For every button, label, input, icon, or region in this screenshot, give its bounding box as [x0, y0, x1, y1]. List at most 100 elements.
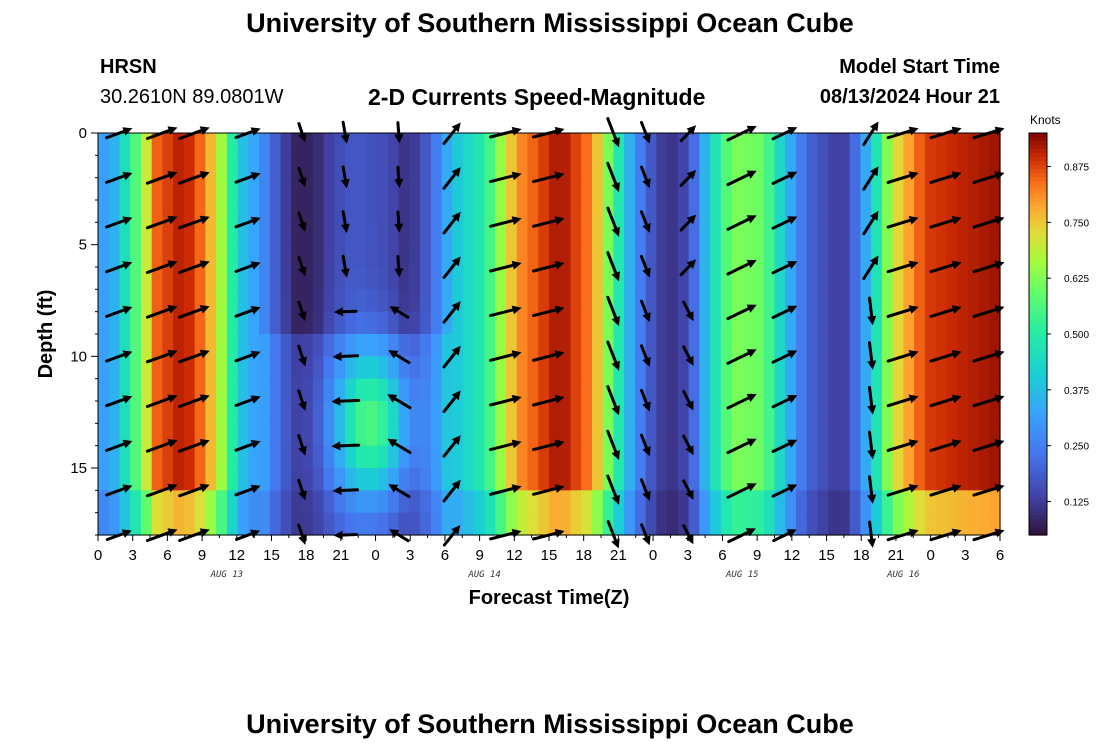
heatmap-cell — [269, 445, 282, 469]
heatmap-cell — [344, 155, 357, 179]
heatmap-cell — [538, 267, 550, 290]
heatmap-cell — [387, 401, 400, 424]
heatmap-cell — [140, 177, 153, 201]
heatmap-cell — [720, 244, 733, 268]
current-arrow — [178, 305, 210, 319]
heatmap-cell — [677, 401, 690, 424]
date-label: AUG 14 — [467, 570, 501, 580]
heatmap-cell — [763, 490, 776, 514]
heatmap-cell — [441, 334, 453, 357]
heatmap-cell — [914, 177, 926, 201]
heatmap-cell — [398, 155, 411, 179]
heatmap-cell — [463, 222, 475, 246]
heatmap-cell — [817, 244, 829, 268]
heatmap-cell — [506, 177, 518, 201]
heatmap-cell — [860, 222, 872, 246]
heatmap-cell — [828, 267, 840, 290]
heatmap-cell — [806, 334, 819, 357]
heatmap-cell — [355, 177, 368, 201]
heatmap-cell — [151, 401, 164, 424]
colorbar-step — [1029, 350, 1047, 355]
current-arrow — [489, 305, 522, 318]
colorbar-step — [1029, 261, 1047, 267]
heatmap-cell — [280, 200, 292, 223]
heatmap-cell — [699, 512, 711, 536]
x-tick-label: 3 — [961, 547, 969, 564]
heatmap-cell — [656, 311, 668, 335]
heatmap-cell — [774, 378, 786, 402]
heatmap-cell — [645, 133, 657, 156]
heatmap-cell — [892, 356, 904, 380]
heatmap-cell — [130, 401, 142, 424]
heatmap-cell — [849, 512, 862, 536]
heatmap-cell — [495, 200, 507, 223]
heatmap-cell — [194, 222, 206, 246]
heatmap-cell — [366, 311, 378, 335]
current-arrow — [105, 439, 133, 452]
heatmap-cell — [753, 401, 765, 424]
heatmap-cell — [742, 289, 754, 313]
heatmap-cell — [216, 311, 228, 335]
heatmap-cell — [387, 177, 400, 201]
heatmap-cell — [742, 334, 754, 357]
colorbar-step — [1029, 145, 1047, 150]
heatmap-cell — [162, 334, 174, 357]
current-arrow — [234, 216, 261, 229]
heatmap-cell — [559, 423, 572, 447]
heatmap-cell — [549, 311, 561, 335]
heatmap-cell — [430, 289, 443, 313]
heatmap-cell — [237, 468, 249, 491]
heatmap-cell — [645, 378, 657, 402]
heatmap-cell — [216, 133, 228, 156]
heatmap-cell — [978, 267, 990, 290]
heatmap-cell — [957, 490, 969, 514]
heatmap-cell — [967, 378, 980, 402]
current-arrow — [606, 520, 620, 549]
current-arrow — [331, 441, 361, 451]
current-arrow — [886, 484, 919, 497]
heatmap-cell — [602, 267, 615, 290]
heatmap-cell — [656, 490, 668, 514]
heatmap-cell — [774, 445, 786, 469]
current-arrow — [640, 478, 651, 501]
heatmap-cell — [312, 311, 325, 335]
colorbar-step — [1029, 514, 1047, 520]
heatmap-cell — [130, 267, 142, 290]
heatmap-cell — [130, 289, 142, 313]
heatmap-cell — [817, 267, 829, 290]
current-arrow — [340, 254, 350, 278]
heatmap-cell — [473, 356, 486, 380]
heatmap-cell — [634, 311, 647, 335]
heatmap-cell — [291, 200, 303, 223]
colorbar-tick-label: 0.125 — [1064, 498, 1089, 509]
heatmap-cell — [269, 244, 282, 268]
heatmap-cell — [677, 512, 690, 536]
heatmap-cell — [624, 401, 636, 424]
heatmap-cell — [763, 468, 776, 491]
current-arrow — [886, 394, 919, 408]
heatmap-cell — [409, 289, 421, 313]
colorbar-step — [1029, 253, 1047, 259]
heatmap-cell — [806, 445, 819, 469]
colorbar-step — [1029, 197, 1047, 202]
heatmap-cell — [763, 445, 776, 469]
heatmap-cell — [742, 423, 754, 447]
heatmap-cell — [248, 378, 260, 402]
heatmap-cell — [312, 267, 325, 290]
heatmap-cell — [903, 267, 915, 290]
colorbar-step — [1029, 245, 1047, 251]
heatmap-cell — [892, 334, 904, 357]
heatmap-cell — [720, 200, 733, 223]
heatmap-cell — [624, 378, 636, 402]
x-tick-label: 9 — [753, 547, 761, 564]
heatmap-cell — [173, 267, 185, 290]
heatmap-cell — [774, 401, 786, 424]
current-arrow — [929, 216, 962, 229]
heatmap-cell — [967, 334, 980, 357]
colorbar-step — [1029, 502, 1047, 508]
heatmap-cell — [151, 155, 164, 179]
heatmap-cell — [334, 356, 346, 380]
colorbar-step — [1029, 398, 1047, 403]
heatmap-cell — [409, 311, 421, 335]
colorbar-step — [1029, 358, 1047, 363]
